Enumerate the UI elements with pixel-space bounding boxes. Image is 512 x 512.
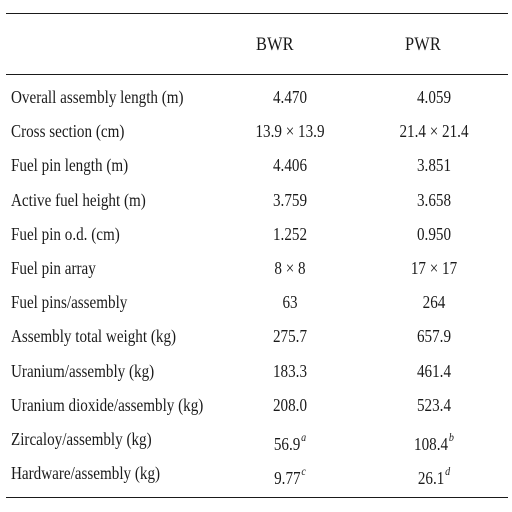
bwr-value: 4.406 bbox=[240, 148, 341, 182]
row-label: Assembly total weight (kg) bbox=[11, 326, 177, 347]
pwr-value: 523.4 bbox=[384, 388, 485, 422]
table-top-rule bbox=[6, 13, 508, 14]
row-label: Cross section (cm) bbox=[11, 121, 125, 142]
bwr-value-text: 4.470 bbox=[272, 87, 308, 107]
row-label: Zircaloy/assembly (kg) bbox=[11, 429, 152, 449]
column-header-pwr: PWR bbox=[405, 34, 441, 55]
pwr-value: 17 × 17 bbox=[384, 251, 485, 285]
pwr-value-text: 4.059 bbox=[416, 87, 452, 107]
pwr-value: 0.950 bbox=[384, 217, 485, 251]
footnote-marker: a bbox=[301, 430, 307, 444]
pwr-value: 21.4 × 21.4 bbox=[384, 114, 485, 148]
bwr-value: 56.9a bbox=[240, 422, 341, 461]
bwr-value: 208.0 bbox=[240, 388, 341, 422]
pwr-value-text: 0.950 bbox=[416, 223, 452, 244]
bwr-value: 9.77c bbox=[240, 456, 341, 495]
footnote-marker: d bbox=[445, 464, 451, 479]
bwr-value: 3.759 bbox=[240, 183, 341, 217]
pwr-value-text: 108.4 bbox=[414, 434, 449, 454]
table-row: Fuel pin o.d. (cm) 1.252 0.950 bbox=[0, 217, 512, 251]
row-label: Fuel pin array bbox=[11, 258, 96, 278]
bwr-value: 8 × 8 bbox=[240, 251, 341, 285]
pwr-value: 4.059 bbox=[384, 80, 485, 114]
pwr-value: 108.4b bbox=[384, 422, 485, 461]
table-row: Assembly total weight (kg) 275.7 657.9 bbox=[0, 319, 512, 353]
table-row: Fuel pin length (m) 4.406 3.851 bbox=[0, 148, 512, 182]
row-label: Hardware/assembly (kg) bbox=[11, 463, 161, 484]
footnote-marker: b bbox=[448, 430, 454, 444]
row-label: Fuel pin length (m) bbox=[11, 155, 129, 176]
pwr-value-text: 17 × 17 bbox=[410, 258, 458, 278]
pwr-value: 26.1d bbox=[384, 456, 485, 495]
table-row: Hardware/assembly (kg) 9.77c 26.1d bbox=[0, 456, 512, 490]
pwr-value-text: 26.1 bbox=[417, 468, 445, 489]
pwr-value-text: 523.4 bbox=[416, 394, 452, 415]
pwr-value-text: 21.4 × 21.4 bbox=[399, 121, 469, 142]
bwr-value: 1.252 bbox=[240, 217, 341, 251]
table-row: Cross section (cm) 13.9 × 13.9 21.4 × 21.4 bbox=[0, 114, 512, 148]
table-row: Fuel pin array 8 × 8 17 × 17 bbox=[0, 251, 512, 285]
bwr-value: 275.7 bbox=[240, 319, 341, 353]
bwr-value-text: 63 bbox=[282, 292, 298, 313]
column-header-bwr: BWR bbox=[256, 34, 294, 55]
pwr-value: 264 bbox=[384, 285, 485, 319]
row-label: Uranium dioxide/assembly (kg) bbox=[11, 394, 204, 415]
header-rule bbox=[6, 74, 508, 75]
table-row: Uranium/assembly (kg) 183.3 461.4 bbox=[0, 354, 512, 388]
pwr-value: 657.9 bbox=[384, 319, 485, 353]
row-label: Overall assembly length (m) bbox=[11, 87, 184, 107]
bwr-value-text: 208.0 bbox=[272, 394, 308, 415]
pwr-value: 3.851 bbox=[384, 148, 485, 182]
table-row: Active fuel height (m) 3.759 3.658 bbox=[0, 183, 512, 217]
bwr-value-text: 183.3 bbox=[272, 360, 308, 381]
footnote-marker: c bbox=[301, 464, 306, 479]
pwr-value: 461.4 bbox=[384, 354, 485, 388]
table-row: Uranium dioxide/assembly (kg) 208.0 523.4 bbox=[0, 388, 512, 422]
row-label: Fuel pins/assembly bbox=[11, 292, 128, 313]
bwr-value-text: 275.7 bbox=[272, 326, 308, 347]
table-row: Overall assembly length (m) 4.470 4.059 bbox=[0, 80, 512, 114]
bwr-value-text: 56.9 bbox=[273, 434, 301, 454]
pwr-value-text: 264 bbox=[422, 292, 446, 313]
pwr-value-text: 3.851 bbox=[416, 155, 452, 176]
row-label: Fuel pin o.d. (cm) bbox=[11, 223, 120, 244]
pwr-value-text: 3.658 bbox=[416, 189, 452, 210]
table-row: Fuel pins/assembly 63 264 bbox=[0, 285, 512, 319]
row-label: Uranium/assembly (kg) bbox=[11, 360, 155, 381]
bwr-value-text: 3.759 bbox=[272, 189, 308, 210]
table-row: Zircaloy/assembly (kg) 56.9a 108.4b bbox=[0, 422, 512, 456]
row-label: Active fuel height (m) bbox=[11, 189, 146, 210]
pwr-value-text: 657.9 bbox=[416, 326, 452, 347]
bwr-value-text: 13.9 × 13.9 bbox=[255, 121, 325, 142]
pwr-value: 3.658 bbox=[384, 183, 485, 217]
bwr-value: 13.9 × 13.9 bbox=[240, 114, 341, 148]
bwr-value: 63 bbox=[240, 285, 341, 319]
bwr-value-text: 9.77 bbox=[274, 468, 301, 489]
bwr-value-text: 8 × 8 bbox=[274, 258, 306, 278]
table-bottom-rule bbox=[6, 497, 508, 498]
bwr-value: 4.470 bbox=[240, 80, 341, 114]
bwr-value-text: 4.406 bbox=[272, 155, 308, 176]
bwr-value-text: 1.252 bbox=[272, 223, 308, 244]
pwr-value-text: 461.4 bbox=[416, 360, 452, 381]
bwr-value: 183.3 bbox=[240, 354, 341, 388]
